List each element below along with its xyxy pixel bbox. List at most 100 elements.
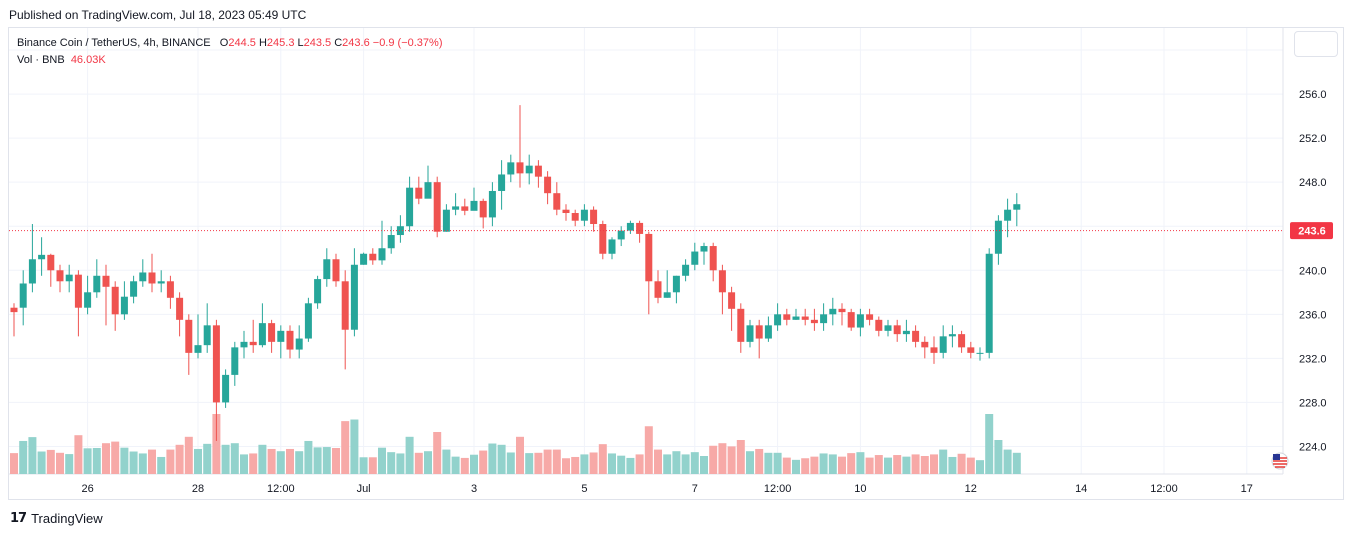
volume-bar [874, 455, 883, 474]
close-label: C [334, 37, 343, 49]
candle-body [534, 165, 542, 177]
volume-bar [571, 456, 580, 474]
volume-bar [322, 447, 331, 474]
time-tick-label: 12:00 [764, 483, 792, 495]
volume-bar [359, 457, 368, 474]
candle-body [700, 246, 708, 252]
volume-bar [838, 456, 846, 474]
volume-bar [865, 457, 874, 474]
volume-bar [10, 453, 18, 474]
volume-bar [681, 454, 690, 474]
candle-body [406, 187, 414, 227]
candle-body [369, 253, 377, 261]
candle-body [323, 259, 331, 280]
candle-body [268, 323, 276, 342]
candle-body [203, 325, 211, 346]
price-axis: 260.0256.0252.0248.0244.0240.0236.0232.0… [1299, 45, 1327, 453]
volume-bar [939, 449, 948, 474]
candle-body [130, 281, 138, 297]
candle-body [157, 281, 165, 284]
volume-label[interactable]: Vol · BNB [17, 54, 65, 66]
volume-bar [249, 453, 258, 474]
volume-bar [672, 451, 681, 474]
volume-bar [828, 454, 837, 474]
volume-bar [304, 440, 313, 474]
last-price-label: 243.6 [1298, 226, 1326, 238]
candle-body [424, 182, 432, 199]
volume-bar [1003, 449, 1012, 474]
candle-body [350, 264, 358, 330]
volume-bar [700, 456, 708, 474]
last-price-tag: 243.6 [1290, 222, 1333, 240]
candle-body [884, 325, 892, 331]
volume-bar [773, 452, 782, 474]
candle-body [994, 220, 1002, 254]
volume-bar [543, 449, 552, 474]
volume-bar [506, 452, 515, 474]
volume-bar [102, 443, 110, 474]
candle-body [240, 341, 248, 348]
chart-toolbox-button[interactable] [1294, 31, 1338, 57]
volume-bar [525, 453, 534, 474]
volume-bar [755, 448, 764, 474]
volume-bar [608, 453, 616, 474]
candles [10, 105, 1021, 441]
volume-bar [488, 443, 497, 474]
candle-body [948, 334, 956, 337]
volume-bar [433, 432, 442, 474]
legend: Binance Coin / TetherUS, 4h, BINANCE O24… [17, 35, 442, 69]
candle-body [682, 264, 690, 276]
change-value: −0.9 (−0.37%) [372, 37, 443, 49]
volume-bar [746, 451, 754, 474]
price-tick-label: 236.0 [1299, 309, 1327, 321]
candle-body [746, 325, 754, 342]
price-tick-label: 228.0 [1299, 397, 1327, 409]
us-flag-icon[interactable] [1271, 452, 1289, 470]
symbol-title[interactable]: Binance Coin / TetherUS, 4h, BINANCE [17, 37, 211, 49]
volume-bar [635, 454, 644, 474]
volume-bar [230, 443, 239, 474]
candle-body [976, 352, 984, 354]
volume-bar [534, 452, 543, 474]
candle-body [580, 209, 588, 221]
footer-brand[interactable]: 17 TradingView [10, 511, 103, 526]
volume-bar [203, 443, 212, 474]
time-axis: 26 28 12:00 Jul 3 5 7 12:00 10 12 14 12:00 17 [81, 483, 1252, 495]
volume-bar [911, 454, 920, 474]
volume-bar [56, 452, 64, 474]
volume-bar [580, 454, 589, 474]
candle-body [111, 286, 119, 315]
volume-bar [589, 452, 598, 474]
price-tick-label: 224.0 [1299, 441, 1327, 453]
price-tick-label: 256.0 [1299, 89, 1327, 101]
candle-body [10, 307, 18, 313]
legend-volume-row: Vol · BNB 46.03K [17, 52, 442, 69]
candle-body [626, 222, 634, 231]
time-tick-label: 26 [81, 483, 93, 495]
volume-bar [562, 458, 570, 474]
candle-body [176, 297, 184, 320]
volume-bar [405, 436, 414, 474]
volume-bar [930, 454, 938, 474]
volume-bar [764, 452, 773, 474]
candle-body [691, 251, 699, 265]
time-tick-label: 12 [965, 483, 977, 495]
volume-bar [240, 454, 248, 474]
high-value: 245.3 [266, 37, 295, 49]
candle-body [544, 176, 552, 194]
volume-bar [378, 447, 386, 474]
candle-body [1013, 204, 1021, 210]
candle-body [608, 239, 616, 254]
candle-body [396, 226, 404, 236]
candle-body [728, 292, 736, 309]
volume-bar [175, 444, 184, 474]
volume-bar [414, 452, 423, 474]
candle-body [84, 292, 92, 308]
candle-body [718, 270, 726, 293]
volume-bar [948, 456, 957, 474]
candle-body [571, 213, 579, 221]
candle-body [139, 272, 147, 282]
candle-body [810, 319, 818, 324]
candle-body [488, 190, 496, 218]
